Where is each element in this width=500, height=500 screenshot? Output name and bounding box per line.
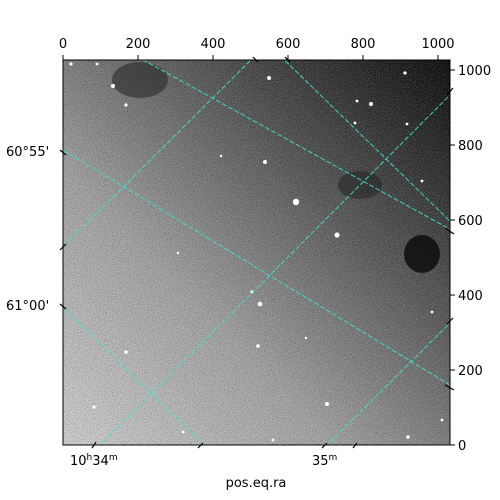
x-tick-label: 600 <box>276 37 301 52</box>
x-axis-title: pos.eq.ra <box>226 476 287 491</box>
y-tick-label: 800 <box>458 139 483 154</box>
y-tick-label: 0 <box>458 439 466 454</box>
dark-patch <box>112 62 168 98</box>
grid-line-dec <box>99 94 450 445</box>
x-tick-label: 1000 <box>421 37 454 52</box>
x-tick-label: 200 <box>126 37 151 52</box>
ra-minutes: 35 <box>312 454 329 469</box>
dark-patch <box>338 171 382 199</box>
top-x-tick-labels: 0 200 400 600 800 1000 <box>59 37 455 52</box>
y-tick-label: 600 <box>458 214 483 229</box>
right-y-tick-labels: 0 200 400 600 800 1000 <box>458 64 491 454</box>
ra-h-superscript: h <box>87 453 93 463</box>
dec-tick-label: 60°55' <box>6 145 49 160</box>
sky-image <box>63 60 450 445</box>
grid-line-ra <box>63 149 450 386</box>
grid-line-ra <box>63 307 206 445</box>
grid-line-ra <box>142 60 450 230</box>
ra-tick-label-first: 10h34m <box>70 453 118 469</box>
x-tick-label: 0 <box>59 37 67 52</box>
grid-line-dec <box>326 322 450 445</box>
ra-hours: 10 <box>70 454 87 469</box>
right-y-axis <box>450 69 455 446</box>
x-tick-label: 400 <box>201 37 226 52</box>
wcs-grid <box>63 60 450 445</box>
ra-m-superscript: m <box>109 453 118 463</box>
ra-minutes: 34 <box>92 454 109 469</box>
dark-blob <box>404 235 440 273</box>
star-sources <box>69 62 444 442</box>
wcs-ticks <box>59 56 455 449</box>
y-tick-label: 1000 <box>458 64 491 79</box>
y-tick-label: 200 <box>458 364 483 379</box>
ra-m-superscript: m <box>329 453 338 463</box>
top-x-axis <box>62 55 439 60</box>
dec-tick-label: 61°00' <box>6 299 49 314</box>
grid-line-ra <box>283 60 450 222</box>
grid-line-dec <box>63 60 252 248</box>
y-tick-label: 400 <box>458 289 483 304</box>
x-tick-label: 800 <box>351 37 376 52</box>
ra-tick-label-second: 35m <box>312 453 337 469</box>
